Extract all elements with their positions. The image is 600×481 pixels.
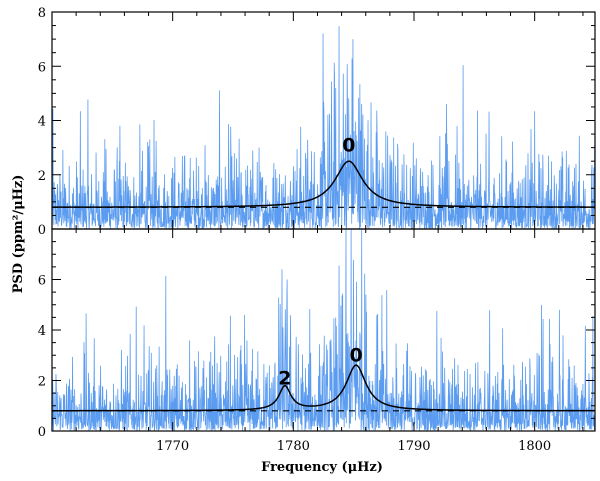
x-tick-label: 1790 [397, 439, 430, 454]
y-tick-label: 6 [38, 60, 46, 75]
x-tick-label: 1800 [518, 439, 551, 454]
x-tick-label: 1770 [156, 439, 189, 454]
top-panel: 0 2 4 6 8 0 [38, 6, 596, 238]
x-tick-label: 1780 [277, 439, 310, 454]
y-tick-label: 4 [38, 324, 46, 339]
mode-label: 2 [278, 367, 291, 389]
x-axis-label: Frequency (μHz) [261, 460, 383, 475]
psd-series-line [51, 26, 596, 230]
y-tick-label: 2 [38, 169, 46, 184]
y-tick-label: 4 [38, 115, 46, 130]
bottom-panel: 0 2 4 6 1770 1780 1790 1800 2 0 [38, 228, 596, 454]
y-axis-label: PSD (ppm²/μHz) [11, 175, 26, 294]
y-tick-label: 8 [38, 6, 46, 21]
y-tick-label: 2 [38, 375, 46, 390]
mode-label: 0 [342, 135, 355, 157]
y-tick-label: 6 [38, 274, 46, 289]
y-tick-label: 0 [38, 223, 46, 238]
psd-series-line [51, 228, 596, 432]
mode-label: 0 [349, 345, 362, 367]
y-tick-label: 0 [38, 425, 46, 440]
